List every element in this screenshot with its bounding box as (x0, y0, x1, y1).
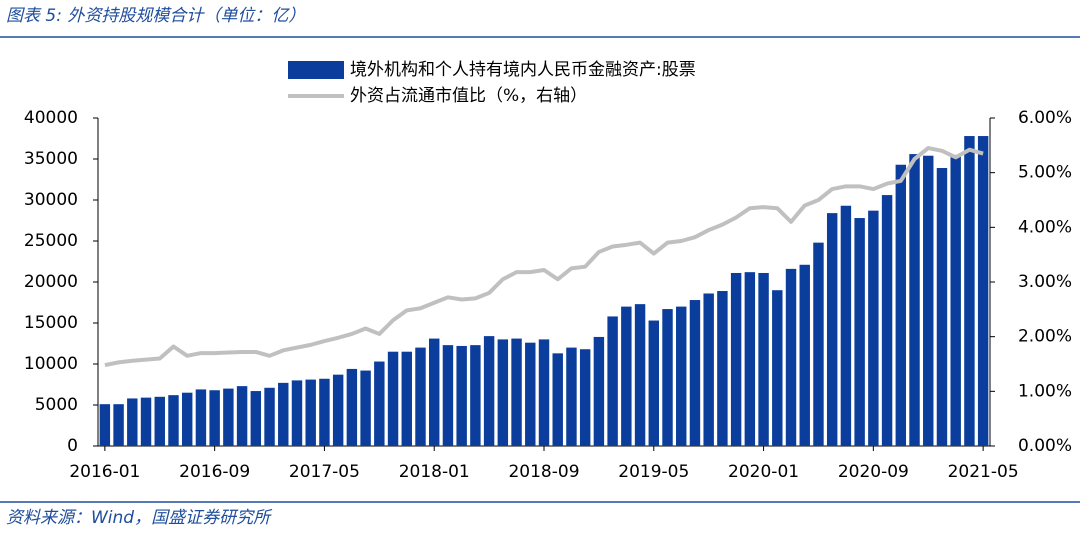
bar (923, 155, 934, 446)
bar (895, 164, 907, 447)
bar (415, 347, 426, 446)
bar (511, 338, 522, 446)
bar (209, 390, 220, 446)
bar (99, 404, 111, 446)
y-tick-label: 40000 (24, 108, 78, 128)
y-tick-label: 35000 (24, 149, 78, 169)
bar (429, 338, 440, 446)
bar (579, 349, 591, 446)
bar (758, 272, 769, 446)
source-note: 资料来源：Wind，国盛证券研究所 (6, 508, 273, 528)
bar (648, 320, 659, 446)
bar (470, 345, 481, 446)
bar (401, 351, 412, 446)
bar (305, 379, 316, 446)
bar (950, 154, 961, 446)
bar (113, 404, 124, 446)
bar (332, 374, 344, 446)
bar (772, 290, 783, 446)
y-tick-label: 25000 (24, 231, 78, 251)
bar (826, 213, 838, 446)
bar (181, 392, 193, 446)
bar (607, 316, 618, 446)
y-tick-label: 15000 (24, 313, 78, 333)
bar (483, 336, 495, 446)
y2-tick-label: 6.00% (1018, 108, 1072, 128)
bar (593, 336, 605, 446)
y-tick-label: 0 (67, 436, 78, 456)
y2-tick-label: 1.00% (1018, 381, 1072, 401)
bar (346, 368, 358, 446)
bar (291, 380, 303, 446)
y2-tick-label: 2.00% (1018, 327, 1072, 347)
x-tick-label: 2018-09 (508, 462, 579, 482)
bar (168, 395, 179, 446)
y2-tick-label: 0.00% (1018, 436, 1072, 456)
bar (634, 304, 646, 446)
bar (264, 387, 275, 446)
bar (785, 268, 797, 446)
bar (387, 351, 399, 446)
bar (868, 210, 879, 446)
bar (154, 396, 165, 446)
bar (497, 339, 509, 446)
bar (977, 136, 989, 447)
bar (909, 154, 920, 446)
legend-label: 外资占流通市值比（%，右轴） (350, 86, 587, 106)
bar (936, 168, 948, 446)
bar (374, 361, 385, 446)
x-tick-label: 2016-01 (69, 462, 140, 482)
bar (319, 378, 330, 446)
bar (442, 345, 454, 446)
y-tick-label: 30000 (24, 190, 78, 210)
bar (195, 389, 207, 446)
x-tick-label: 2018-01 (399, 462, 470, 482)
x-tick-label: 2020-01 (728, 462, 799, 482)
bar (662, 309, 673, 446)
y-tick-label: 5000 (35, 395, 78, 415)
bar (236, 386, 248, 446)
bar (964, 136, 975, 447)
x-tick-label: 2016-09 (179, 462, 250, 482)
bar (456, 345, 467, 446)
bar (854, 218, 865, 446)
bar (538, 339, 550, 446)
y2-tick-label: 4.00% (1018, 217, 1072, 237)
bar (552, 353, 563, 446)
bar (840, 205, 852, 446)
x-tick-label: 2019-05 (618, 462, 689, 482)
bar (744, 272, 756, 446)
bar (813, 242, 824, 446)
bar (250, 391, 262, 446)
bar (717, 291, 728, 446)
legend-label: 境外机构和个人持有境内人民币金融资产:股票 (350, 60, 696, 80)
bar (278, 382, 289, 446)
line (104, 146, 984, 368)
bar (140, 397, 152, 446)
legend-swatch (288, 61, 344, 79)
bar (881, 195, 893, 446)
x-tick-label: 2017-05 (289, 462, 360, 482)
bar (223, 388, 234, 446)
bar (730, 272, 742, 446)
bar (703, 293, 714, 446)
y2-tick-label: 3.00% (1018, 272, 1072, 292)
bar (676, 306, 687, 446)
bar (689, 300, 701, 446)
x-tick-label: 2020-09 (838, 462, 909, 482)
bar (799, 264, 810, 446)
y-tick-label: 20000 (24, 272, 78, 292)
bar (566, 347, 577, 446)
y-tick-label: 10000 (24, 354, 78, 374)
bar (127, 398, 138, 446)
bar (525, 342, 536, 446)
chart-title: 图表 5: 外资持股规模合计（单位：亿） (6, 6, 305, 26)
bar (621, 306, 632, 446)
y2-tick-label: 5.00% (1018, 163, 1072, 183)
x-tick-label: 2021-05 (948, 462, 1019, 482)
bar (360, 370, 371, 446)
